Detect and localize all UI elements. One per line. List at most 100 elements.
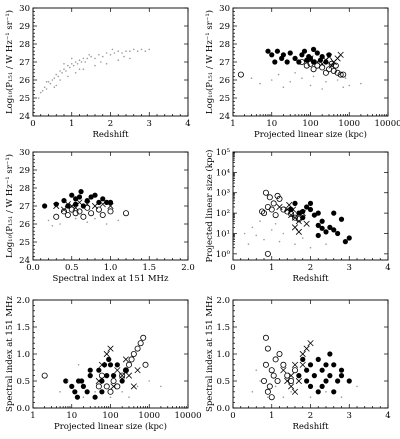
data-point <box>107 208 114 215</box>
data-point <box>276 350 283 357</box>
y-tick-label: 1.0 <box>16 350 30 360</box>
x-axis-label: Redshift <box>293 274 330 284</box>
data-point <box>287 50 293 56</box>
data-point <box>119 378 125 384</box>
data-point <box>86 221 89 223</box>
x-tick-label: 10000 <box>374 119 400 129</box>
data-point <box>74 61 77 63</box>
data-point <box>331 210 337 216</box>
x-tick-label: 1 <box>269 411 274 421</box>
data-point <box>307 340 314 347</box>
data-point <box>117 219 120 222</box>
data-point <box>270 79 273 81</box>
y-tick-label: 1.0 <box>216 350 230 360</box>
data-point <box>129 50 131 52</box>
chart-panel-4: 0 1 2 3 4 10⁰ 10¹ 10² 10³ 10⁴ 10⁵ Redshift Projected… <box>204 148 391 284</box>
data-point <box>125 50 127 52</box>
data-point <box>274 385 277 388</box>
data-point <box>94 217 96 220</box>
data-point <box>319 64 326 71</box>
data-point <box>282 86 285 88</box>
data-point <box>291 361 299 368</box>
data-point <box>76 63 79 65</box>
data-point <box>45 88 48 90</box>
series-dot-gray <box>251 369 358 399</box>
data-point <box>74 72 77 74</box>
data-point <box>340 71 347 78</box>
data-point <box>80 61 83 63</box>
data-point <box>114 367 121 374</box>
data-point <box>53 77 56 79</box>
x-tick-label: 10 <box>66 411 77 421</box>
data-point <box>88 54 90 56</box>
y-tick-label: 1.5 <box>16 323 30 333</box>
data-point <box>307 206 314 213</box>
data-point <box>77 364 80 366</box>
y-tick-label: 0.5 <box>216 377 230 387</box>
data-point <box>125 361 132 368</box>
data-point <box>237 71 244 78</box>
x-tick-label: 3 <box>347 411 352 421</box>
data-point <box>304 378 310 384</box>
data-point <box>95 383 102 390</box>
series-filled <box>296 351 352 395</box>
x-tick-label: 0.0 <box>26 263 40 273</box>
data-point <box>338 367 345 373</box>
data-point <box>344 77 347 79</box>
data-point <box>298 59 305 66</box>
data-point <box>260 377 267 384</box>
data-point <box>140 48 143 51</box>
y-tick-label: 27 <box>19 202 30 212</box>
x-axis-label: Redshift <box>293 422 330 432</box>
data-point <box>325 53 333 60</box>
data-point <box>101 55 104 58</box>
data-point <box>262 334 269 341</box>
data-point <box>277 73 280 76</box>
data-point <box>74 217 77 220</box>
data-point <box>134 367 141 374</box>
data-point <box>319 225 325 231</box>
data-point <box>47 219 50 222</box>
y-tick-label: 26 <box>219 76 230 86</box>
data-point <box>259 82 261 85</box>
x-tick-label: 0 <box>230 411 235 421</box>
data-point <box>67 380 69 382</box>
y-tick-label: 10⁰ <box>216 250 231 260</box>
data-point <box>346 378 352 384</box>
y-tick-label: 10² <box>216 209 230 219</box>
data-point <box>291 388 299 395</box>
data-point <box>251 391 254 393</box>
data-point <box>307 383 314 389</box>
data-point <box>84 61 87 63</box>
y-tick-label: 2.0 <box>216 296 230 306</box>
data-point <box>103 383 110 390</box>
data-point <box>55 73 58 76</box>
x-tick-label: 4 <box>385 411 390 421</box>
data-point <box>331 227 337 233</box>
data-point <box>137 340 144 347</box>
data-point <box>284 59 290 65</box>
y-tick-label: 1.5 <box>216 323 230 333</box>
data-point <box>63 68 65 70</box>
data-point <box>323 362 329 368</box>
data-point <box>72 389 78 395</box>
series-open <box>259 189 302 257</box>
data-point <box>284 372 291 379</box>
y-tick-label: 25 <box>19 238 30 248</box>
data-point <box>41 372 48 379</box>
data-point <box>295 377 302 385</box>
series-open <box>53 204 130 220</box>
y-tick-label: 2.0 <box>16 296 30 306</box>
data-point <box>70 63 73 65</box>
data-point <box>288 372 295 379</box>
data-point <box>91 202 99 210</box>
data-point <box>307 55 314 62</box>
data-point <box>117 50 120 52</box>
data-point <box>292 55 298 62</box>
chart-panel-3: 0.0 0.5 1.0 1.5 2.0 24 25 26 27 28 29 30 Spectral in… <box>4 148 195 284</box>
chart-panel-5: 1 10 100 1000 10000 0.0 0.5 1.0 1.5 2.0 Projected … <box>5 296 202 432</box>
plot-frame <box>232 151 389 261</box>
data-point <box>338 216 345 222</box>
data-point <box>268 206 275 213</box>
data-point <box>113 52 116 54</box>
